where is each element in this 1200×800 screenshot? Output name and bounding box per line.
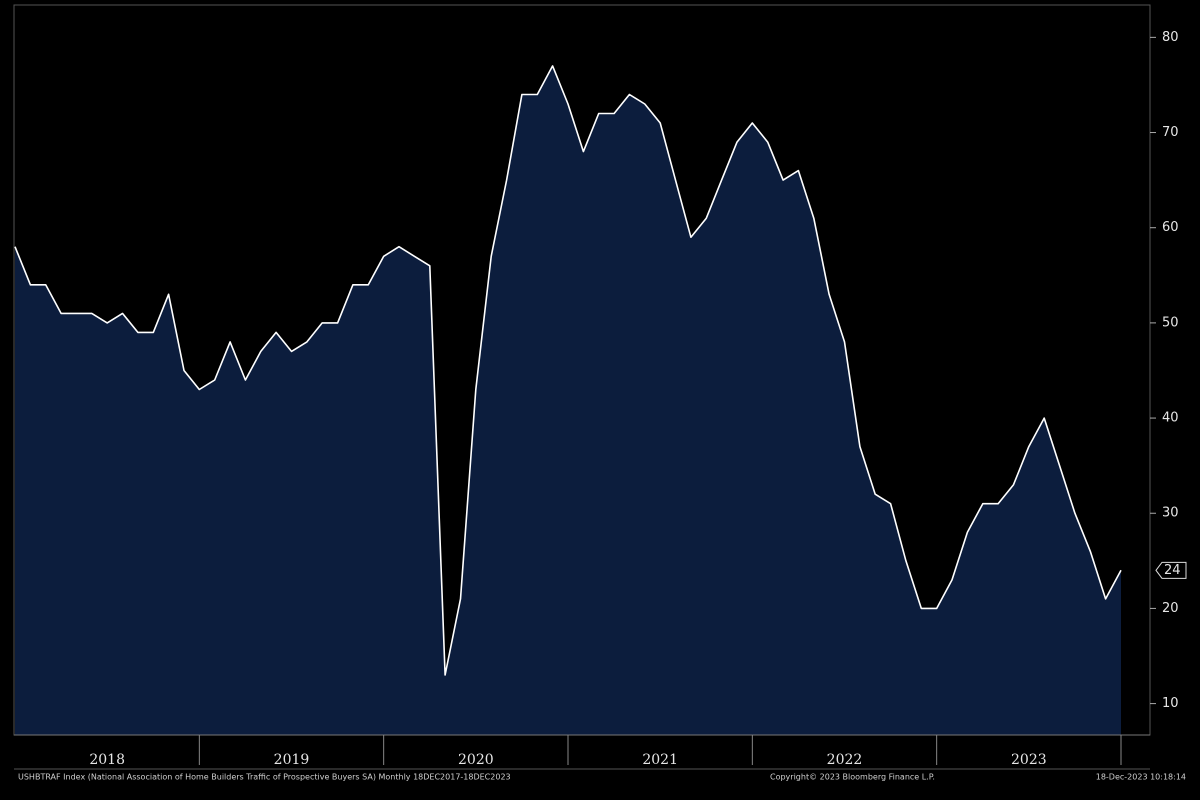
footer-left: USHBTRAF Index (National Association of … [18, 773, 511, 782]
line [14, 65, 1122, 676]
footer-right: 18-Dec-2023 10:18:14 [1096, 773, 1186, 782]
y-tick-label: 40 [1162, 411, 1179, 426]
y-tick-label: 20 [1162, 601, 1179, 616]
y-tick-label: 70 [1162, 125, 1179, 140]
y-tick-label: 50 [1162, 315, 1179, 330]
y-tick-label: 10 [1162, 696, 1179, 711]
footer-center: Copyright© 2023 Bloomberg Finance L.P. [770, 773, 935, 782]
x-tick-label: 2021 [642, 752, 678, 768]
x-tick-label: 2023 [1011, 752, 1047, 768]
x-tick-label: 2019 [274, 752, 310, 768]
area-fill [15, 65, 1121, 735]
x-tick-label: 2018 [89, 752, 125, 768]
y-tick-label: 60 [1162, 220, 1179, 235]
y-tick-label: 30 [1162, 506, 1179, 521]
y-tick-label: 80 [1162, 30, 1179, 45]
last-value-label: 24 [1164, 563, 1181, 578]
x-tick-label: 2022 [827, 752, 863, 768]
last-value-box [1155, 561, 1187, 579]
x-tick-label: 2020 [458, 752, 494, 768]
